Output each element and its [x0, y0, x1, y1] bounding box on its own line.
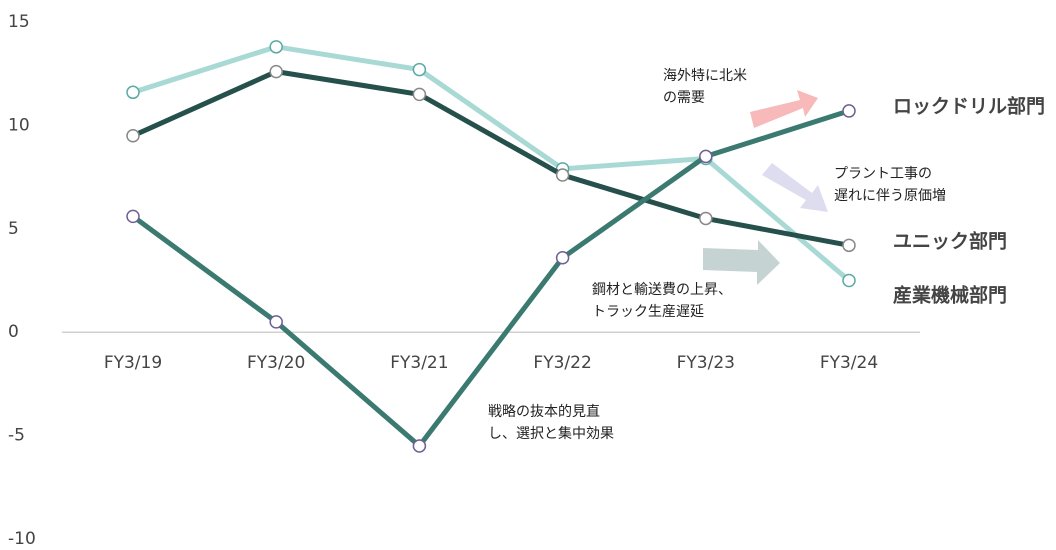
- annotation: 鋼材と輸送費の上昇、: [592, 282, 732, 298]
- marker: [126, 128, 140, 143]
- series-label: ロックドリル部門: [893, 95, 1045, 118]
- annotation: 戦略の抜本的見直: [488, 403, 600, 420]
- marker: [412, 62, 427, 77]
- x-tick-label: FY3/20: [247, 353, 305, 373]
- y-tick-label: -10: [8, 529, 36, 549]
- x-tick-label: FY3/23: [677, 353, 735, 373]
- marker: [412, 87, 427, 102]
- arrow: [762, 163, 828, 212]
- marker: [842, 273, 856, 288]
- annotation: プラント工事の: [834, 166, 932, 182]
- y-tick-label: 10: [8, 115, 30, 135]
- annotation: の需要: [663, 90, 705, 106]
- marker: [269, 315, 283, 329]
- y-tick-label: 15: [8, 12, 30, 32]
- x-tick-label: FY3/19: [104, 353, 162, 373]
- marker: [412, 439, 427, 453]
- arrow: [703, 240, 780, 285]
- line: [131, 108, 850, 450]
- annotation: し、選択と集中効果: [488, 425, 614, 442]
- series-label: ユニック部門: [893, 230, 1007, 253]
- series-label: 産業機械部門: [893, 284, 1007, 307]
- marker: [842, 104, 856, 118]
- arrow: [750, 90, 818, 128]
- y-tick-label: 5: [8, 219, 19, 239]
- marker: [699, 149, 713, 164]
- marker: [555, 251, 570, 265]
- marker: [269, 64, 283, 79]
- y-tick-label: -5: [8, 426, 25, 446]
- marker: [126, 85, 140, 100]
- line: [131, 69, 850, 248]
- marker: [126, 209, 140, 224]
- marker: [269, 40, 283, 54]
- line: [132, 44, 851, 283]
- y-tick-label: 0: [8, 322, 19, 342]
- x-tick-label: FY3/21: [390, 353, 448, 373]
- x-tick-label: FY3/22: [533, 353, 591, 373]
- annotation: 遅れに伴う原価増: [834, 188, 946, 204]
- marker: [699, 211, 713, 226]
- x-tick-label: FY3/24: [820, 353, 878, 373]
- annotation: トラック生産遅延: [592, 304, 704, 320]
- annotation: 海外特に北米: [663, 68, 747, 84]
- marker: [842, 238, 856, 253]
- marker: [555, 168, 570, 182]
